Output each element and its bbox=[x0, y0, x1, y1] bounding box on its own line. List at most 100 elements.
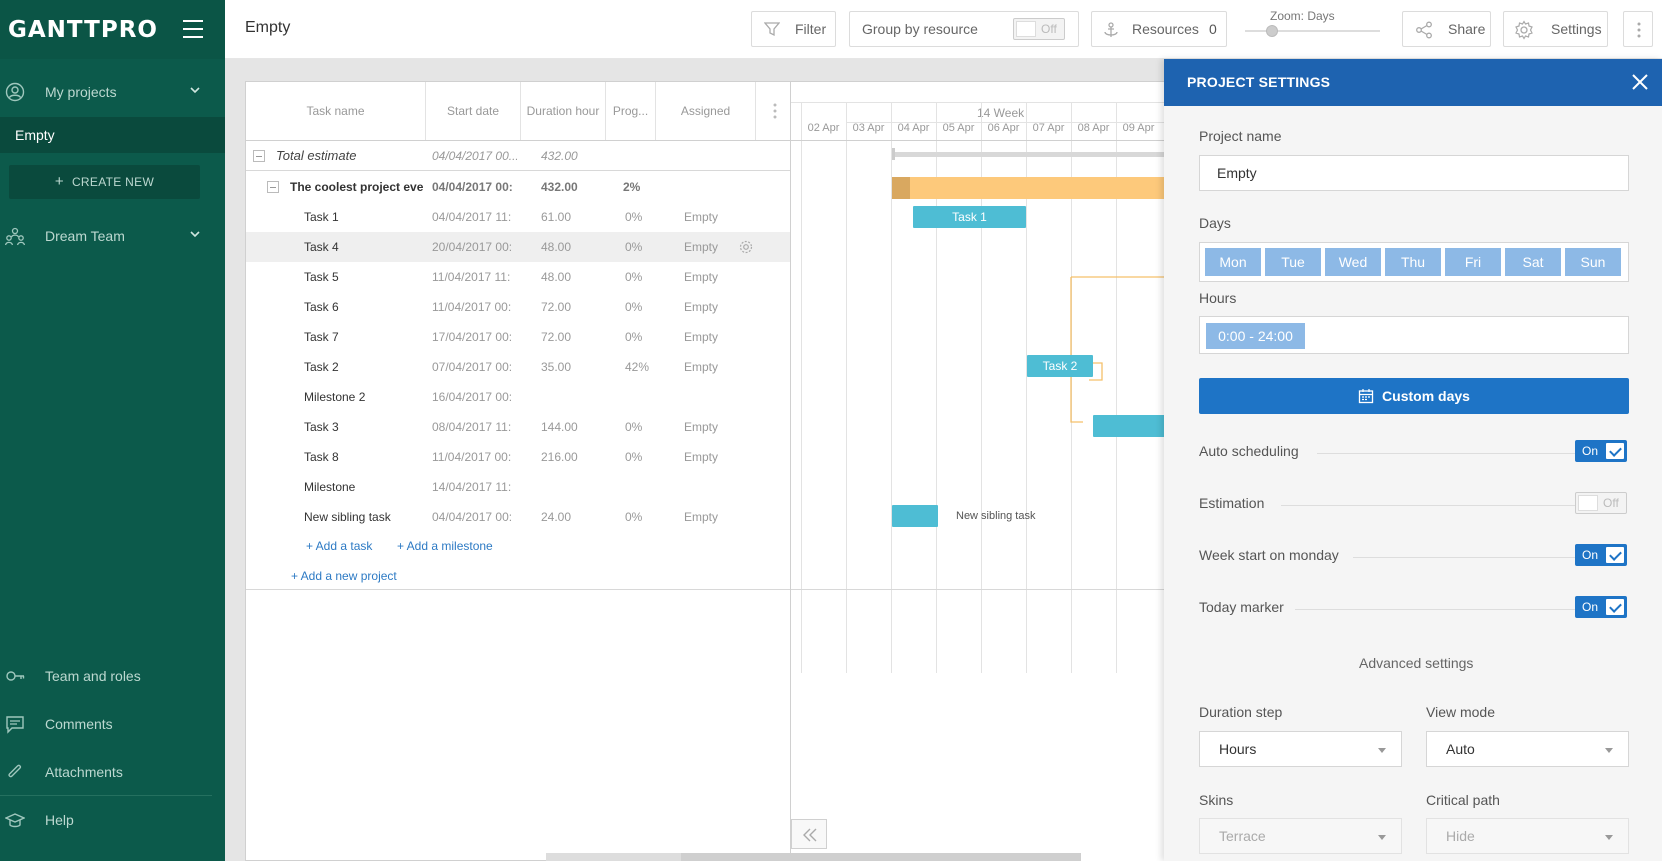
table-row[interactable]: Task 2 07/04/2017 00: 35.00 42% Empty bbox=[246, 352, 790, 382]
resources-label: Resources bbox=[1132, 21, 1199, 37]
zoom-slider-track[interactable] bbox=[1245, 30, 1380, 32]
collapse-toggle[interactable] bbox=[253, 150, 265, 162]
task-progress: 0% bbox=[625, 420, 643, 434]
table-row[interactable]: Task 8 11/04/2017 00: 216.00 0% Empty bbox=[246, 442, 790, 472]
task-start-date: 20/04/2017 00: bbox=[432, 240, 513, 254]
column-menu-button[interactable] bbox=[773, 103, 777, 122]
close-icon[interactable] bbox=[1631, 73, 1649, 91]
critical-path-select[interactable]: Hide bbox=[1426, 818, 1629, 854]
add-project-link[interactable]: + Add a new project bbox=[291, 569, 397, 583]
page-title: Empty bbox=[245, 19, 291, 36]
table-row[interactable]: Task 3 08/04/2017 11: 144.00 0% Empty bbox=[246, 412, 790, 442]
task-assigned: Empty bbox=[684, 450, 719, 464]
group-by-toggle[interactable]: Off bbox=[1013, 18, 1065, 40]
week-start-on-monday-toggle[interactable]: On bbox=[1575, 544, 1627, 566]
day-toggle-thu[interactable]: Thu bbox=[1385, 248, 1441, 276]
task-bar[interactable]: Task 2 bbox=[1027, 355, 1093, 377]
task-start-date: 17/04/2017 00: bbox=[432, 330, 513, 344]
table-row[interactable]: Task 7 17/04/2017 00: 72.00 0% Empty bbox=[246, 322, 790, 352]
skins-label: Skins bbox=[1199, 792, 1234, 808]
attachments-link[interactable]: Attachments bbox=[0, 754, 225, 790]
scroll-left-button[interactable] bbox=[791, 819, 827, 849]
table-row[interactable]: Task 6 11/04/2017 00: 72.00 0% Empty bbox=[246, 292, 790, 322]
filter-button[interactable]: Filter bbox=[751, 11, 836, 47]
my-projects-toggle[interactable]: My projects bbox=[0, 74, 225, 110]
my-projects-label: My projects bbox=[45, 84, 117, 100]
timeline-scrollbar-thumb[interactable] bbox=[681, 853, 1081, 861]
task-start-date: 07/04/2017 00: bbox=[432, 360, 513, 374]
day-column bbox=[1026, 103, 1071, 673]
day-toggle-sun[interactable]: Sun bbox=[1565, 248, 1621, 276]
hours-chip[interactable]: 0:00 - 24:00 bbox=[1206, 323, 1305, 349]
duration-step-select[interactable]: Hours bbox=[1199, 731, 1402, 767]
column-header-task-name[interactable]: Task name bbox=[246, 82, 426, 140]
more-menu-button[interactable] bbox=[1623, 11, 1653, 47]
share-button[interactable]: Share bbox=[1402, 11, 1491, 47]
table-row[interactable]: New sibling task 04/04/2017 00: 24.00 0% Emp… bbox=[246, 502, 790, 532]
task-duration: 216.00 bbox=[541, 450, 578, 464]
group-by-resource: Group by resource Off bbox=[849, 11, 1079, 47]
settings-button[interactable]: Settings bbox=[1503, 11, 1608, 47]
caret-down-icon bbox=[1378, 748, 1386, 753]
day-toggle-mon[interactable]: Mon bbox=[1205, 248, 1261, 276]
group-by-label: Group by resource bbox=[862, 21, 978, 37]
day-label: 04 Apr bbox=[897, 122, 930, 134]
project-row[interactable]: The coolest project ever 04/04/2017 00: … bbox=[246, 172, 790, 202]
column-header-progress[interactable]: Prog... bbox=[606, 82, 656, 140]
total-name: Total estimate bbox=[276, 148, 357, 163]
custom-days-label: Custom days bbox=[1382, 388, 1470, 404]
horizontal-scrollbar[interactable] bbox=[546, 853, 790, 861]
help-link[interactable]: Help bbox=[0, 802, 225, 838]
task-bar[interactable] bbox=[892, 505, 938, 527]
project-item-empty[interactable]: Empty bbox=[0, 117, 225, 153]
task-progress: 0% bbox=[625, 270, 643, 284]
task-start-date: 04/04/2017 11: bbox=[432, 210, 512, 224]
sidebar-divider bbox=[0, 795, 212, 796]
share-icon bbox=[1416, 21, 1432, 39]
day-column bbox=[801, 103, 846, 673]
skins-select[interactable]: Terrace bbox=[1199, 818, 1402, 854]
project-progress: 2% bbox=[623, 180, 641, 194]
day-toggle-wed[interactable]: Wed bbox=[1325, 248, 1381, 276]
table-row[interactable]: Task 1 04/04/2017 11: 61.00 0% Empty bbox=[246, 202, 790, 232]
collapse-toggle[interactable] bbox=[267, 181, 279, 193]
add-task-link[interactable]: + Add a task bbox=[306, 539, 373, 553]
row-settings-gear-icon[interactable] bbox=[738, 239, 754, 255]
resources-button[interactable]: Resources 0 bbox=[1091, 11, 1227, 47]
menu-icon[interactable] bbox=[183, 20, 203, 38]
team-roles-link[interactable]: Team and roles bbox=[0, 658, 225, 694]
column-header-assigned[interactable]: Assigned bbox=[656, 82, 756, 140]
day-toggle-fri[interactable]: Fri bbox=[1445, 248, 1501, 276]
table-row[interactable]: Milestone 14/04/2017 11: bbox=[246, 472, 790, 502]
table-row[interactable]: Milestone 2 16/04/2017 00: bbox=[246, 382, 790, 412]
day-toggle-sat[interactable]: Sat bbox=[1505, 248, 1561, 276]
user-circle-icon bbox=[5, 82, 25, 102]
zoom-slider-handle[interactable] bbox=[1266, 25, 1278, 37]
auto-scheduling-toggle[interactable]: On bbox=[1575, 440, 1627, 462]
today-marker-toggle[interactable]: On bbox=[1575, 596, 1627, 618]
task-bar[interactable] bbox=[1093, 415, 1165, 437]
team-toggle[interactable]: Dream Team bbox=[0, 218, 225, 254]
custom-days-button[interactable]: Custom days bbox=[1199, 378, 1629, 414]
table-row[interactable]: Task 5 11/04/2017 11: 48.00 0% Empty bbox=[246, 262, 790, 292]
task-progress: 42% bbox=[625, 360, 650, 374]
project-name-input[interactable]: Empty bbox=[1199, 155, 1629, 191]
estimation-toggle[interactable]: Off bbox=[1575, 492, 1627, 514]
day-toggle-tue[interactable]: Tue bbox=[1265, 248, 1321, 276]
advanced-settings-toggle[interactable]: Advanced settings bbox=[1359, 655, 1474, 671]
create-new-button[interactable]: + CREATE NEW bbox=[9, 165, 200, 199]
view-mode-select[interactable]: Auto bbox=[1426, 731, 1629, 767]
project-bar[interactable] bbox=[892, 177, 1165, 199]
comments-link[interactable]: Comments bbox=[0, 706, 225, 742]
task-name: Milestone bbox=[304, 480, 356, 494]
column-header-duration[interactable]: Duration hour bbox=[521, 82, 606, 140]
table-row[interactable]: Task 4 20/04/2017 00: 48.00 0% Empty bbox=[246, 232, 790, 262]
total-estimate-start-marker bbox=[892, 148, 895, 160]
task-bar[interactable]: Task 1 bbox=[913, 206, 1026, 228]
days-label: Days bbox=[1199, 215, 1231, 231]
task-name: Task 2 bbox=[304, 360, 339, 374]
add-milestone-link[interactable]: + Add a milestone bbox=[397, 539, 493, 553]
column-header-start-date[interactable]: Start date bbox=[426, 82, 521, 140]
duration-step-value: Hours bbox=[1219, 741, 1257, 757]
toggle-state: Off bbox=[1603, 496, 1619, 510]
